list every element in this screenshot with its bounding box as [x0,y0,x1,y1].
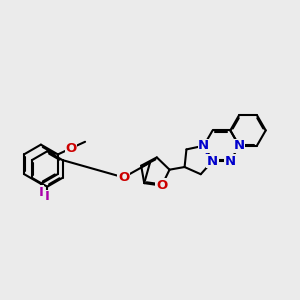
Text: I: I [45,190,50,203]
Text: N: N [225,154,236,168]
Text: O: O [118,171,129,184]
Text: I: I [38,186,43,199]
Text: N: N [198,139,209,152]
Text: O: O [156,179,167,192]
Text: O: O [65,142,77,154]
Text: N: N [207,154,218,168]
Text: N: N [198,139,209,152]
Text: N: N [234,139,245,152]
